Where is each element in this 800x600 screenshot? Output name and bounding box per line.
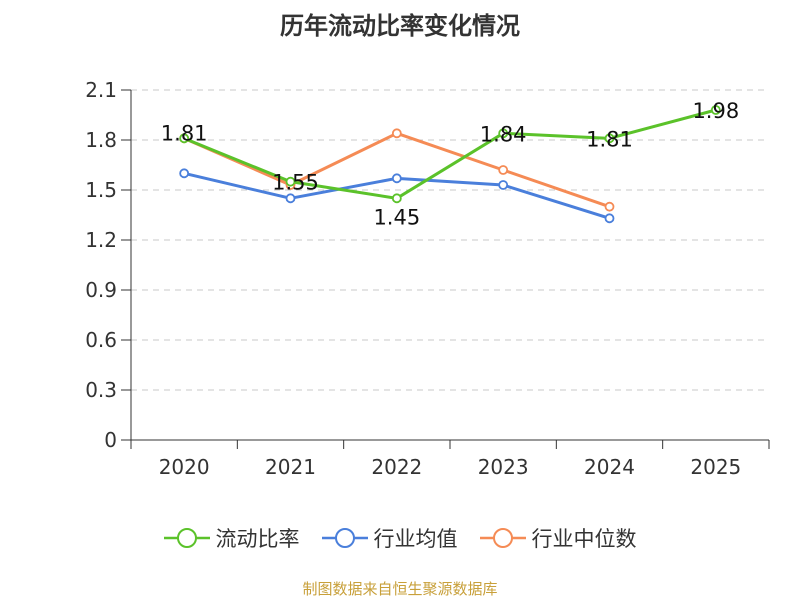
data-point[interactable]: [179, 133, 190, 144]
legend-label: 流动比率: [215, 527, 300, 551]
data-point[interactable]: [285, 193, 296, 204]
data-point[interactable]: [498, 128, 509, 139]
y-tick-label: 1.8: [85, 128, 117, 152]
y-tick-label: 1.5: [85, 178, 117, 202]
grid-lines: [131, 89, 769, 391]
legend-item-industry-mean[interactable]: 行业均值: [321, 523, 458, 553]
y-tick-label: 1.2: [85, 228, 117, 252]
x-tick-label: 2025: [690, 455, 741, 479]
x-tick-label: 2020: [159, 455, 210, 479]
source-note: 制图数据来自恒生聚源数据库: [302, 580, 498, 598]
y-tick-label: 0: [104, 428, 117, 452]
chart-title: 历年流动比率变化情况: [280, 12, 520, 40]
legend-label: 行业均值: [373, 527, 458, 551]
data-point[interactable]: [604, 213, 615, 224]
data-point[interactable]: [498, 165, 509, 175]
data-point[interactable]: [391, 128, 402, 139]
axes: 0 0.3 0.6 0.9 1.2 1.5 1.8 2.1 2020 2021 2022 2023 20…: [85, 78, 770, 479]
series-points: [179, 105, 721, 224]
series-line: [183, 108, 717, 200]
data-point[interactable]: [604, 133, 615, 144]
x-tick-label: 2024: [584, 455, 635, 479]
legend: 流动比率 行业均值 行业中位数: [0, 518, 800, 558]
data-label: 1.45: [373, 205, 420, 229]
data-label: 1.98: [692, 99, 739, 123]
y-tick-label: 0.3: [85, 378, 117, 402]
y-tick-label: 0.6: [85, 328, 117, 352]
legend-marker-icon: [479, 528, 526, 548]
data-point[interactable]: [604, 201, 615, 212]
x-tick-label: 2023: [478, 455, 529, 479]
legend-marker-icon: [321, 528, 368, 548]
legend-item-industry-median[interactable]: 行业中位数: [479, 523, 637, 553]
legend-item-current-ratio[interactable]: 流动比率: [163, 523, 300, 553]
data-labels: 1.81 1.55 1.45 1.84 1.81 1.98: [161, 99, 739, 229]
data-label: 1.81: [586, 127, 633, 151]
data-point[interactable]: [179, 168, 190, 179]
data-point[interactable]: [710, 105, 721, 115]
legend-marker-icon: [163, 528, 210, 548]
data-point[interactable]: [498, 180, 509, 190]
data-label: 1.81: [161, 121, 208, 145]
data-label: 1.84: [480, 122, 527, 146]
x-tick-label: 2022: [371, 455, 422, 479]
data-point[interactable]: [391, 193, 402, 204]
x-tick-label: 2021: [265, 455, 316, 479]
data-point[interactable]: [391, 173, 402, 184]
y-tick-label: 2.1: [85, 78, 117, 102]
y-tick-label: 0.9: [85, 278, 117, 302]
series-lines: [183, 108, 717, 220]
data-point[interactable]: [285, 176, 296, 187]
legend-label: 行业中位数: [531, 527, 637, 551]
data-label: 1.55: [272, 171, 319, 195]
